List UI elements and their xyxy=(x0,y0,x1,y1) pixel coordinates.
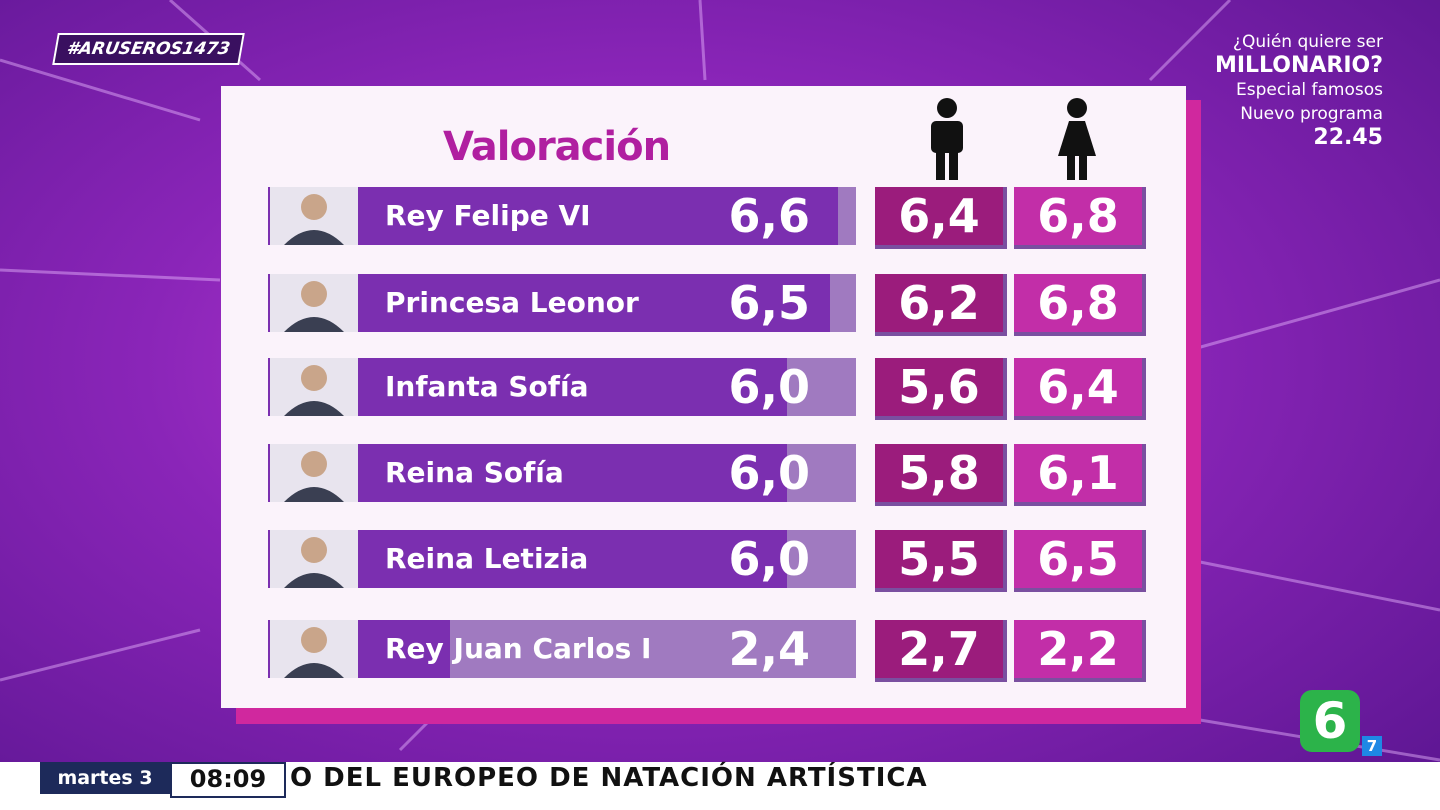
men-rating: 6,4 xyxy=(875,187,1007,249)
women-rating: 2,2 xyxy=(1014,620,1146,682)
portrait xyxy=(270,187,358,245)
portrait xyxy=(270,620,358,678)
portrait-silhouette xyxy=(270,187,358,245)
women-rating: 6,5 xyxy=(1014,530,1146,592)
rating-bar xyxy=(268,187,839,245)
portrait xyxy=(270,358,358,416)
ticker-headline: O DEL EUROPEO DE NATACIÓN ARTÍSTICA xyxy=(290,763,928,793)
men-icon xyxy=(931,98,963,180)
ticker-time: 08:09 xyxy=(170,762,286,798)
promo-time: 22.45 xyxy=(1313,125,1383,150)
men-rating: 5,5 xyxy=(875,530,1007,592)
portrait-silhouette xyxy=(270,358,358,416)
men-rating: 6,2 xyxy=(875,274,1007,336)
portrait-silhouette xyxy=(270,444,358,502)
total-rating: 6,0 xyxy=(728,532,811,586)
men-rating: 5,6 xyxy=(875,358,1007,420)
person-name: Infanta Sofía xyxy=(385,370,589,403)
person-name: Rey Felipe VI xyxy=(385,199,591,232)
person-name: Reina Sofía xyxy=(385,456,564,489)
portrait-silhouette xyxy=(270,530,358,588)
portrait xyxy=(270,274,358,332)
total-rating: 6,5 xyxy=(728,276,811,330)
portrait-silhouette xyxy=(270,274,358,332)
ticker-day: martes 3 xyxy=(40,762,170,794)
table-title: Valoración xyxy=(443,124,671,170)
channel-logo: 6 xyxy=(1300,690,1360,752)
promo-line: Nuevo programa xyxy=(1240,104,1383,124)
women-rating: 6,8 xyxy=(1014,187,1146,249)
channel-logo-sub: 7 xyxy=(1362,736,1382,756)
person-name: Reina Letizia xyxy=(385,542,589,575)
total-rating: 6,0 xyxy=(728,446,811,500)
women-rating: 6,4 xyxy=(1014,358,1146,420)
portrait xyxy=(270,530,358,588)
promo-line: ¿Quién quiere ser xyxy=(1232,32,1383,52)
portrait-silhouette xyxy=(270,620,358,678)
men-rating: 2,7 xyxy=(875,620,1007,682)
men-rating: 5,8 xyxy=(875,444,1007,506)
total-rating: 2,4 xyxy=(728,622,811,676)
total-rating: 6,0 xyxy=(728,360,811,414)
promo: ¿Quién quiere ser MILLONARIO? Especial f… xyxy=(1215,30,1383,150)
person-name: Rey Juan Carlos I xyxy=(385,632,652,665)
hashtag: #ARUSEROS1473 xyxy=(52,33,245,65)
rating-bar xyxy=(268,274,830,332)
total-rating: 6,6 xyxy=(728,189,811,243)
portrait xyxy=(270,444,358,502)
women-icon xyxy=(1058,98,1096,180)
promo-line: Especial famosos xyxy=(1236,80,1383,100)
women-rating: 6,1 xyxy=(1014,444,1146,506)
person-name: Princesa Leonor xyxy=(385,286,639,319)
women-rating: 6,8 xyxy=(1014,274,1146,336)
promo-title: MILLONARIO? xyxy=(1214,53,1383,78)
